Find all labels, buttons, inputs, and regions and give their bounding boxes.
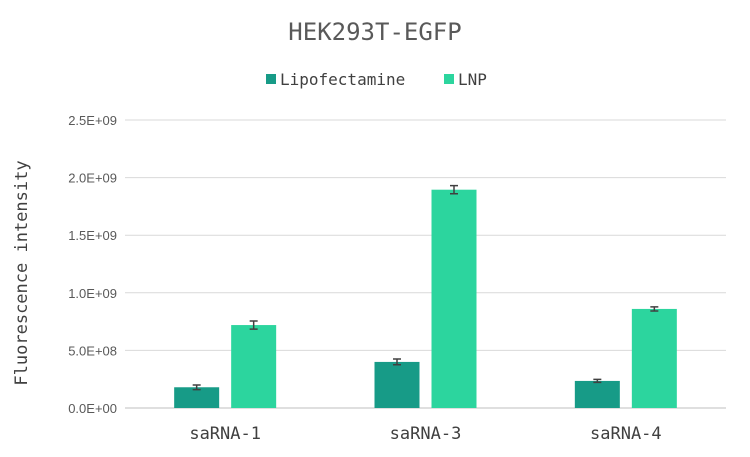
y-tick-label: 5.0E+08 — [68, 343, 117, 358]
legend-label-lnp: LNP — [458, 70, 487, 89]
y-tick-label: 0.0E+00 — [68, 401, 117, 416]
bar-lnp-sarna-4 — [631, 308, 677, 408]
x-tick-label: saRNA-4 — [590, 424, 662, 444]
y-tick-label: 1.0E+09 — [68, 286, 117, 301]
x-tick-label: saRNA-1 — [189, 424, 261, 444]
y-tick-labels: 0.0E+00 5.0E+08 1.0E+09 1.5E+09 2.0E+09 2.5E+… — [68, 113, 117, 416]
legend-swatch-lnp — [444, 74, 454, 84]
error-bar-lipofectamine-sarna-1 — [192, 384, 201, 391]
error-bar-lnp-sarna-1 — [249, 320, 258, 330]
x-tick-labels: saRNA-1 saRNA-3 saRNA-4 — [189, 424, 661, 444]
bars — [174, 189, 677, 408]
bar-lipofectamine-sarna-4 — [574, 380, 620, 408]
error-bar-lipofectamine-sarna-3 — [393, 358, 401, 366]
y-tick-label: 2.5E+09 — [68, 113, 117, 128]
y-tick-label: 2.0E+09 — [68, 171, 117, 186]
bar-lnp-sarna-3 — [431, 189, 477, 408]
error-bar-lipofectamine-sarna-4 — [593, 378, 602, 384]
x-tick-label: saRNA-3 — [390, 424, 462, 444]
chart-title: HEK293T-EGFP — [288, 18, 461, 46]
error-bars — [192, 184, 659, 391]
legend-label-lipofectamine: Lipofectamine — [280, 70, 405, 89]
legend: Lipofectamine LNP — [266, 70, 487, 89]
legend-swatch-lipofectamine — [266, 74, 276, 84]
error-bar-lnp-sarna-4 — [650, 306, 659, 312]
y-tick-label: 1.5E+09 — [68, 228, 117, 243]
bar-lipofectamine-sarna-3 — [374, 361, 420, 408]
bar-lipofectamine-sarna-1 — [174, 387, 220, 408]
bar-lnp-sarna-1 — [231, 325, 277, 408]
y-axis-label: Fluorescence intensity — [12, 160, 32, 385]
gridlines — [125, 119, 726, 409]
error-bar-lnp-sarna-3 — [450, 184, 458, 195]
